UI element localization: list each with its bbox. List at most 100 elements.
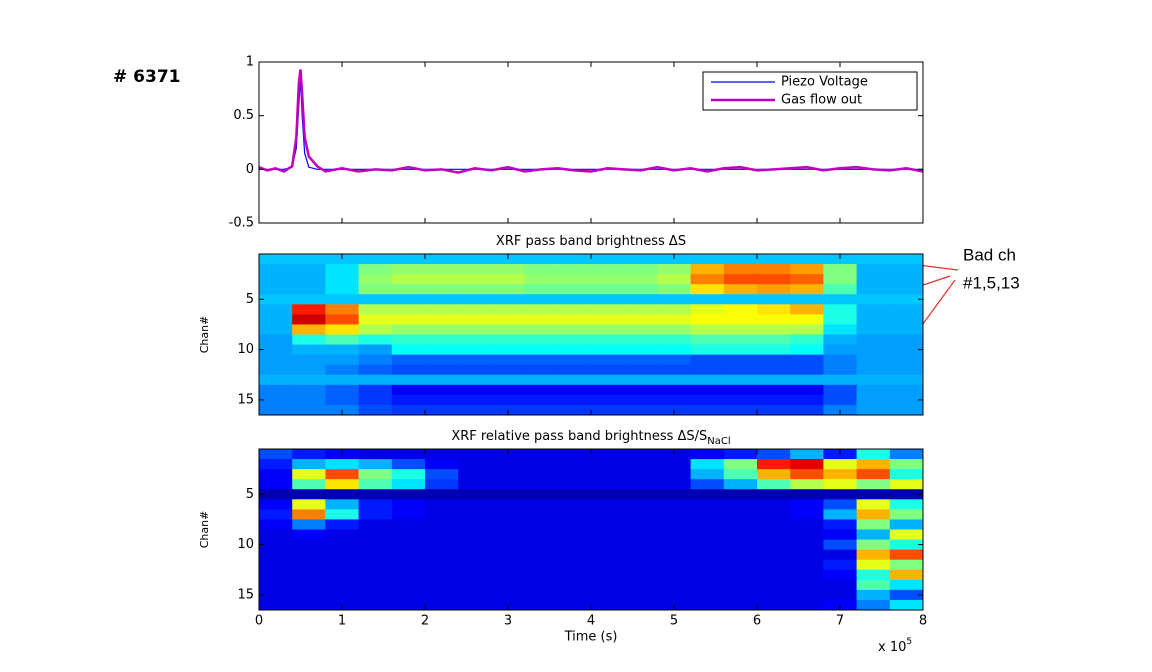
heatmap-cell	[889, 354, 924, 366]
heatmap-cell	[557, 509, 592, 520]
heatmap-cell	[889, 499, 924, 510]
heatmap-cell	[657, 324, 692, 335]
heatmap-cell	[425, 284, 459, 295]
heatmap-cell	[292, 549, 326, 561]
heatmap-cell	[557, 499, 592, 510]
heatmap-cell	[657, 549, 692, 561]
heatmap-cell	[823, 264, 858, 275]
heatmap-cell	[425, 264, 459, 275]
heatmap-cell	[358, 324, 393, 335]
y-tick-label: 10	[237, 537, 254, 552]
heatmap-cell	[425, 334, 459, 346]
heatmap-cell	[657, 264, 692, 275]
heatmap-cell	[391, 489, 426, 500]
heatmap-cell	[690, 469, 725, 480]
heatmap-cell	[458, 404, 492, 416]
heatmap-cell	[458, 364, 492, 376]
heatmap-cell	[259, 509, 293, 520]
heatmap-cell	[557, 549, 592, 561]
heatmap-cell	[358, 589, 393, 601]
heatmap-cell	[624, 344, 658, 356]
heatmap-cell	[823, 459, 858, 470]
heatmap-cell	[591, 509, 625, 520]
heatmap-cell	[491, 374, 526, 386]
heatmap-cell	[391, 459, 426, 470]
shot-number: # 6371	[113, 67, 180, 87]
x-tick-label: 8	[919, 614, 927, 629]
heatmap-cell	[491, 559, 526, 571]
heatmap-cell	[259, 529, 293, 541]
heatmap-cell	[259, 479, 293, 490]
heatmap-cell	[391, 264, 426, 275]
heatmap-cell	[591, 559, 625, 571]
heatmap-cell	[823, 294, 858, 305]
heatmap-cell	[425, 459, 459, 470]
heatmap-cell	[591, 354, 625, 366]
heatmap-cell	[591, 469, 625, 480]
annotation: Bad ch	[963, 245, 1016, 264]
heatmap-cell	[391, 599, 426, 611]
heatmap-cell	[557, 559, 592, 571]
heatmap-cell	[425, 479, 459, 490]
heatmap-cell	[757, 459, 791, 470]
heatmap-cell	[823, 529, 858, 541]
heatmap-cell	[889, 324, 924, 335]
heatmap-cell	[624, 284, 658, 295]
heatmap-cell	[790, 579, 824, 591]
chart-title-text: XRF relative pass band brightness ΔS/S	[451, 429, 707, 444]
heatmap-cell	[259, 254, 293, 265]
heatmap-cell	[557, 334, 592, 346]
heatmap-cell	[790, 294, 824, 305]
heatmap-cell	[557, 374, 592, 386]
heatmap-cell	[790, 459, 824, 470]
heatmap-cell	[723, 539, 758, 551]
heatmap-cell	[889, 529, 924, 541]
heatmap-cell	[591, 264, 625, 275]
heatmap-cell	[624, 404, 658, 416]
heatmap-cell	[391, 404, 426, 416]
heatmap-cell	[657, 254, 692, 265]
heatmap-cell	[491, 449, 526, 460]
heatmap-cell	[292, 304, 326, 315]
heatmap-cell	[790, 284, 824, 295]
heatmap-cell	[856, 314, 891, 325]
heatmap-cell	[591, 449, 625, 460]
heatmap-cell	[292, 519, 326, 530]
heatmap-cell	[358, 559, 393, 571]
heatmap-cell	[391, 334, 426, 346]
heatmap-cell	[557, 599, 592, 611]
heatmap-cell	[690, 364, 725, 376]
heatmap-cell	[325, 264, 360, 275]
heatmap-cell	[690, 509, 725, 520]
heatmap-cell	[358, 599, 393, 611]
heatmap-cell	[391, 579, 426, 591]
heatmap-cell	[591, 489, 625, 500]
heatmap-cell	[823, 539, 858, 551]
heatmap-cell	[491, 589, 526, 601]
heatmap-cell	[591, 499, 625, 510]
heatmap-cell	[458, 354, 492, 366]
heatmap-cell	[524, 284, 559, 295]
heatmap-cell	[491, 539, 526, 551]
heatmap-cell	[823, 314, 858, 325]
heatmap-cell	[358, 449, 393, 460]
heatmap-cell	[557, 284, 592, 295]
heatmap-cell	[524, 489, 559, 500]
heatmap-cell	[690, 264, 725, 275]
heatmap-cell	[259, 459, 293, 470]
y-tick-label: -0.5	[229, 216, 254, 231]
heatmap-cell	[325, 489, 360, 500]
heatmap-cell	[690, 344, 725, 356]
heatmap-cell	[624, 589, 658, 601]
heatmap-cell	[259, 489, 293, 500]
heatmap-cell	[790, 404, 824, 416]
heatmap-cell	[889, 404, 924, 416]
heatmap-cell	[624, 324, 658, 335]
heatmap-cell	[259, 519, 293, 530]
heatmap-cell	[491, 254, 526, 265]
heatmap-cell	[856, 539, 891, 551]
heatmap-cell	[723, 284, 758, 295]
heatmap-cell	[856, 559, 891, 571]
heatmap-cell	[657, 334, 692, 346]
